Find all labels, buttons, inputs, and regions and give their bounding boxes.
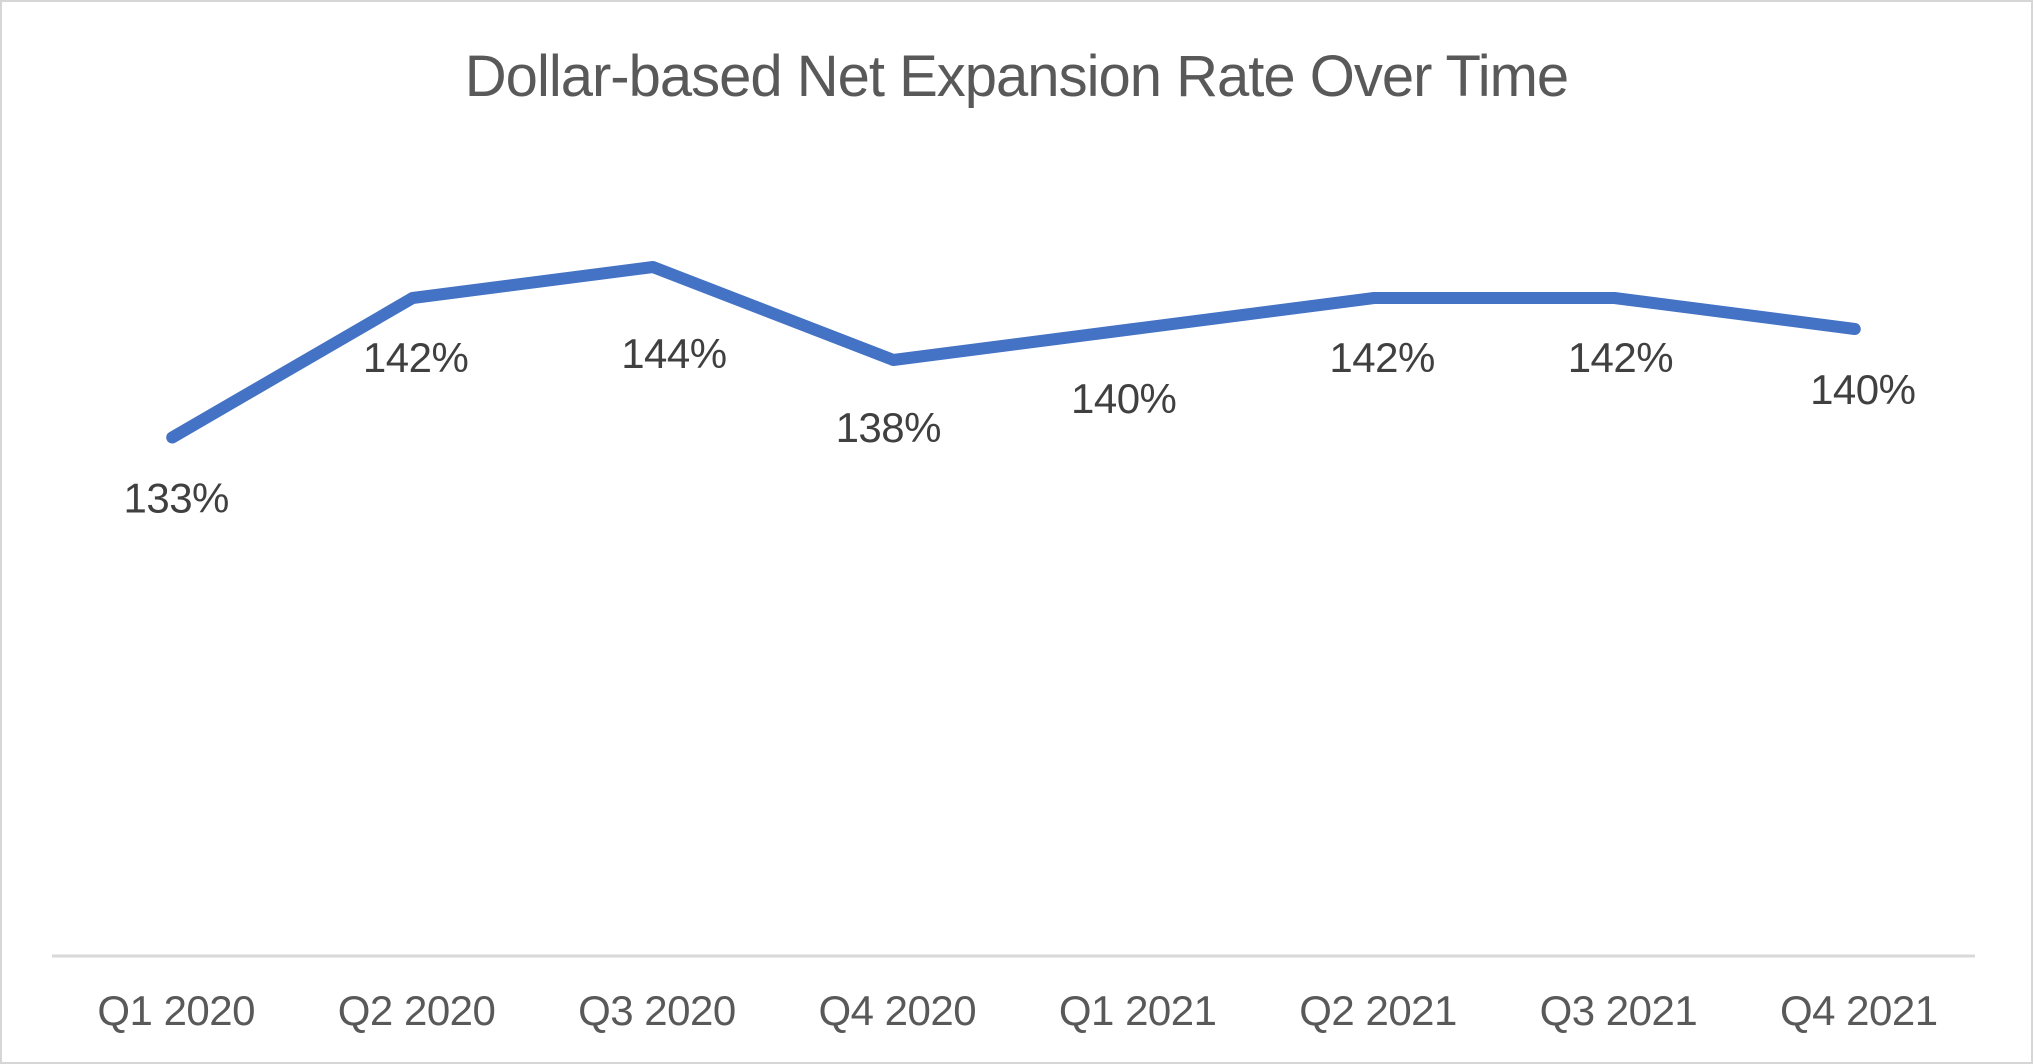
x-axis-label: Q3 2020 [578, 987, 736, 1034]
chart-title: Dollar-based Net Expansion Rate Over Tim… [464, 44, 1569, 109]
data-label: 142% [1329, 334, 1434, 381]
data-label: 140% [1810, 366, 1915, 413]
x-axis-label: Q1 2021 [1059, 987, 1217, 1034]
x-axis-label: Q1 2020 [97, 987, 255, 1034]
x-axis-label: Q2 2021 [1299, 987, 1457, 1034]
x-axis-label: Q4 2020 [818, 987, 976, 1034]
x-axis-label: Q3 2021 [1540, 987, 1698, 1034]
data-label: 140% [1071, 375, 1176, 422]
data-label: 142% [363, 334, 468, 381]
data-label: 138% [836, 404, 941, 451]
x-axis-label: Q4 2021 [1780, 987, 1938, 1034]
series-line [166, 261, 1861, 444]
data-label: 133% [123, 475, 228, 522]
x-axis-label: Q2 2020 [338, 987, 496, 1034]
data-label: 144% [621, 330, 726, 377]
data-label: 142% [1568, 334, 1673, 381]
